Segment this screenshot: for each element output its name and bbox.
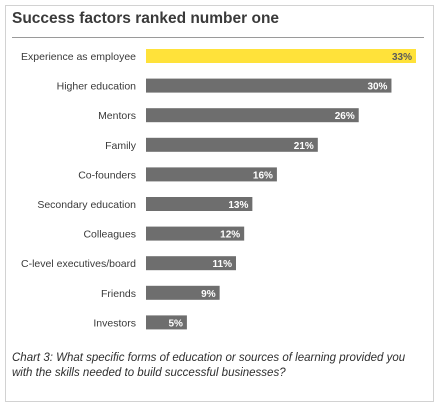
data-label: 30%: [367, 82, 387, 93]
category-label: Experience as employee: [21, 51, 136, 63]
category-label: Investors: [93, 317, 136, 329]
data-label: 16%: [253, 170, 273, 181]
bar: [146, 285, 220, 300]
category-label: Mentors: [98, 110, 136, 122]
bar: [146, 197, 253, 211]
category-label: Co-founders: [78, 169, 136, 181]
bar: [146, 108, 359, 123]
category-label: C-level executives/board: [21, 258, 136, 270]
data-label: 11%: [213, 259, 233, 270]
bar: [146, 137, 318, 152]
data-label: 12%: [220, 230, 240, 241]
data-label: 13%: [228, 200, 248, 211]
bar: [146, 78, 392, 93]
data-label: 33%: [392, 52, 412, 63]
data-label: 9%: [201, 289, 216, 300]
data-label: 26%: [335, 111, 355, 122]
title-divider: [12, 37, 424, 38]
category-label: Colleagues: [83, 229, 136, 241]
bar: [146, 167, 277, 182]
category-label: Family: [105, 140, 137, 152]
bar: [146, 256, 236, 271]
data-label: 5%: [168, 318, 183, 329]
data-label: 21%: [294, 141, 314, 152]
bar: [146, 49, 416, 63]
chart-caption: Chart 3: What specific forms of educatio…: [12, 352, 406, 379]
bar: [146, 226, 245, 241]
category-label: Friends: [101, 288, 136, 300]
chart-title: Success factors ranked number one: [12, 10, 280, 27]
bar: [146, 315, 187, 330]
category-label: Secondary education: [37, 199, 136, 211]
category-label: Higher education: [57, 81, 137, 93]
